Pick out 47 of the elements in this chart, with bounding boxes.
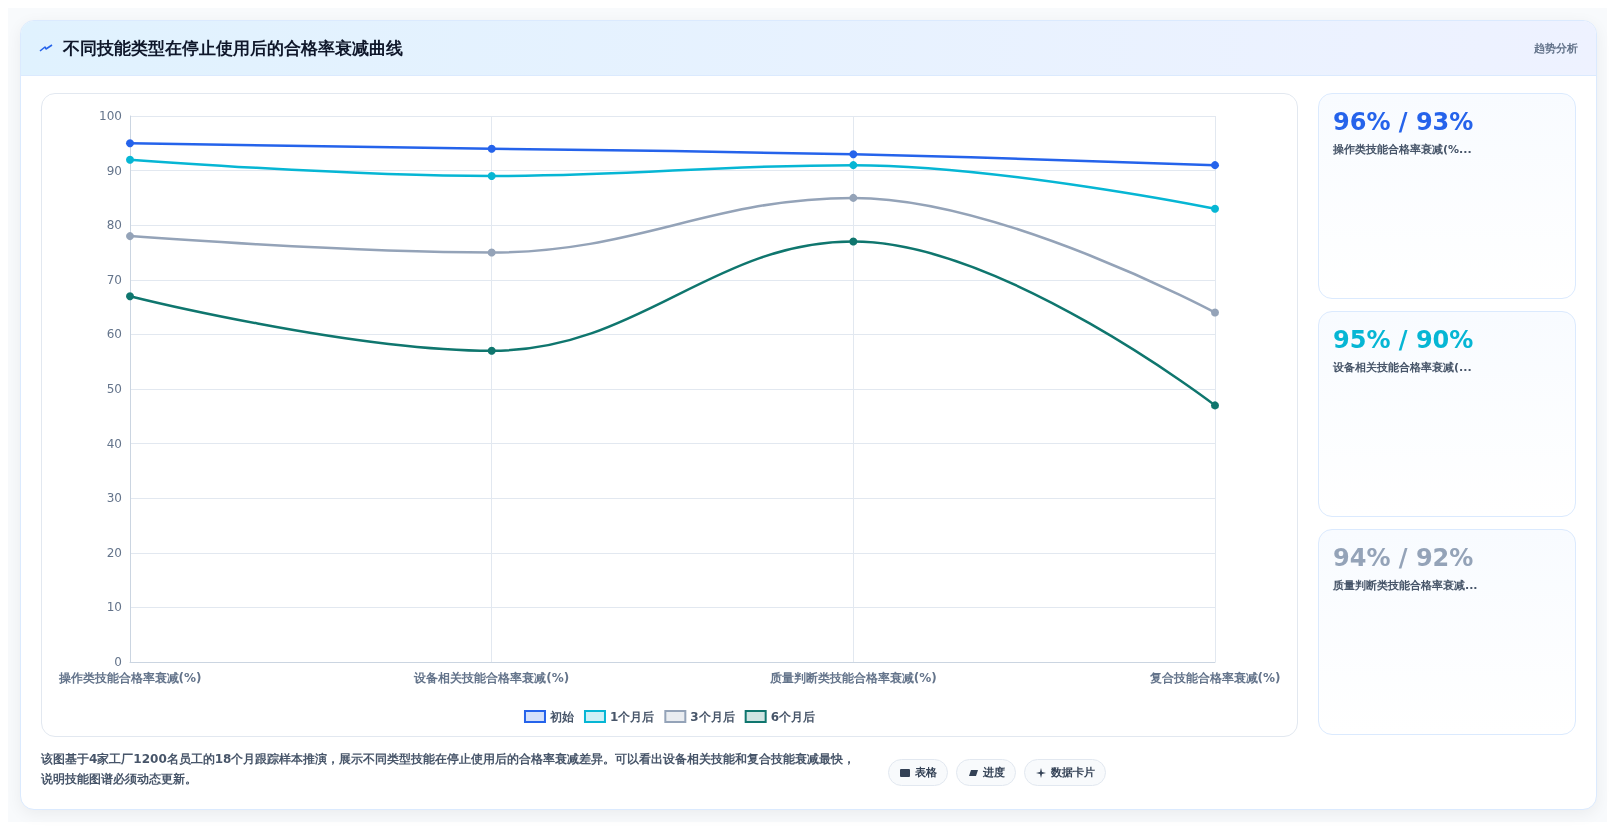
y-tick-label: 100 [99,109,122,123]
point [849,193,858,202]
text: 质量判断类技能合格率衰减... [1333,578,1479,593]
y-tick-label: 0 [114,655,122,669]
x-tick-label: 操作类技能合格率衰减(%) [57,671,202,685]
text: 该图基于4家工厂1200名员工的18个月跟踪样本推演，展示不同类型技能在停止使用后的合格率衰减差异。可以看出设备相关技能和复合技能衰减最快，说明技能图谱必须动态更新。 [41,751,857,788]
legend-label: 6个月后 [770,709,816,724]
x-tick-label: 复合技能合格率衰减(%) [1148,671,1281,685]
point [487,346,496,355]
text: 进度 [983,765,1005,780]
y-tick-label: 90 [106,163,122,178]
point [849,161,858,170]
y-tick-label: 80 [106,218,122,233]
point [1211,308,1219,317]
point [849,237,858,246]
point [1211,161,1219,170]
point [849,150,858,159]
y-tick-label: 70 [106,272,122,287]
point [1211,204,1219,213]
point [126,139,134,148]
x-tick-label: 设备相关技能合格率衰减(%) [413,671,570,685]
y-tick-label: 60 [106,327,122,342]
legend-label: 3个月后 [690,709,735,724]
point [487,144,496,153]
x-tick-label: 质量判断类技能合格率衰减(%) [768,671,937,685]
point [126,155,134,164]
text: 94% / 92% [1333,544,1475,572]
y-tick-label: 50 [106,382,122,396]
point [126,232,134,241]
legend-label: 初始 [548,709,575,724]
y-tick-label: 30 [106,491,122,506]
point [487,248,496,257]
text: 趋势分析 [1534,40,1578,56]
point [126,292,134,301]
text: 设备相关技能合格率衰减(... [1333,360,1473,375]
legend-label: 1个月后 [609,709,655,724]
text: 表格 [915,765,937,780]
text: 操作类技能合格率衰减(%... [1333,142,1473,157]
point [1211,401,1219,410]
text: 95% / 90% [1333,326,1475,354]
chart-title: 不同技能类型在停止使用后的合格率衰减曲线 [63,36,403,60]
y-tick-label: 20 [106,545,122,560]
y-tick-label: 10 [106,600,122,615]
y-tick-label: 40 [106,436,122,451]
text: 96% / 93% [1333,108,1475,136]
text: 数据卡片 [1051,765,1095,780]
point [487,172,496,181]
